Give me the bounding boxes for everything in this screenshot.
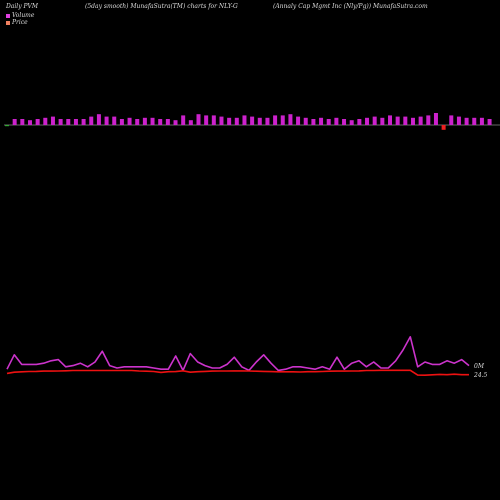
volume-bar xyxy=(43,117,48,125)
volume-bar xyxy=(257,117,262,125)
volume-bar xyxy=(73,119,78,125)
legend-label-volume: Volume xyxy=(12,12,35,19)
legend-item-price: Price xyxy=(6,19,34,26)
volume-bar xyxy=(296,116,301,125)
volume-bar xyxy=(227,117,232,125)
volume-bar xyxy=(388,115,392,125)
volume-bar xyxy=(280,115,285,125)
volume-bar xyxy=(142,117,147,125)
volume-bar xyxy=(472,117,477,125)
volume-bar xyxy=(66,119,71,125)
volume-bar xyxy=(342,119,347,125)
volume-bar xyxy=(89,116,94,125)
volume-bar xyxy=(479,117,484,125)
volume-bar xyxy=(464,117,469,125)
volume-bar xyxy=(158,119,163,125)
volume-bar xyxy=(319,117,324,125)
chart-header-center: (5day smooth) MunafaSutra(TM) charts for… xyxy=(85,3,238,10)
chart-header-right: (Annaly Cap Mgmt Inc (Nly/Pg)) MunafaSut… xyxy=(273,3,428,10)
volume-bar xyxy=(81,119,86,125)
volume-bar xyxy=(27,120,32,125)
volume-bar xyxy=(311,119,316,125)
volume-bar xyxy=(456,116,461,125)
volume-bar xyxy=(35,119,40,125)
volume-line xyxy=(6,335,470,372)
volume-bar xyxy=(441,125,446,130)
volume-bar xyxy=(127,117,132,125)
volume-bar xyxy=(250,116,255,125)
volume-bar xyxy=(165,119,170,125)
volume-bar xyxy=(104,116,109,125)
volume-bar xyxy=(273,115,278,125)
volume-bar xyxy=(58,119,63,125)
volume-bar xyxy=(211,115,216,125)
price-end-label: 24.5 xyxy=(473,372,488,379)
legend: Volume Price xyxy=(6,12,34,26)
volume-bar xyxy=(395,116,400,125)
volume-bar xyxy=(188,120,193,125)
volume-bar xyxy=(196,114,201,125)
volume-bar xyxy=(181,115,186,125)
legend-item-volume: Volume xyxy=(6,12,34,19)
volume-bar xyxy=(119,119,124,125)
volume-bar xyxy=(433,113,438,125)
volume-swatch xyxy=(6,13,10,18)
volume-bar xyxy=(372,116,377,125)
volume-bar xyxy=(449,115,454,125)
volume-bar xyxy=(380,117,385,125)
price-line xyxy=(6,369,469,377)
volume-bar xyxy=(12,119,17,125)
volume-bar xyxy=(349,120,354,125)
volume-bar xyxy=(219,116,224,125)
volume-bar xyxy=(426,115,431,125)
volume-bar xyxy=(242,115,247,125)
chart-header-left: Daily PVM xyxy=(6,3,39,10)
volume-bar xyxy=(204,115,209,125)
volume-bar xyxy=(487,119,492,125)
volume-bar xyxy=(173,120,178,125)
volume-bar xyxy=(150,117,155,125)
volume-bar xyxy=(112,116,117,125)
volume-bar xyxy=(20,119,25,125)
volume-bar xyxy=(288,114,293,125)
volume-bar xyxy=(326,119,331,125)
volume-end-label: 0M xyxy=(474,363,485,370)
volume-bar xyxy=(334,117,339,125)
volume-bar xyxy=(265,117,270,125)
legend-label-price: Price xyxy=(12,19,28,26)
volume-bar xyxy=(303,117,308,125)
volume-bar xyxy=(135,119,140,125)
volume-bar xyxy=(418,116,423,125)
volume-bar xyxy=(50,116,55,125)
volume-bar xyxy=(410,117,415,125)
volume-bar xyxy=(96,114,101,125)
volume-bar xyxy=(357,119,362,125)
volume-bar xyxy=(234,117,239,125)
volume-bar xyxy=(403,116,408,125)
volume-bar xyxy=(5,125,9,127)
volume-bar xyxy=(365,117,370,125)
price-swatch xyxy=(6,20,10,25)
